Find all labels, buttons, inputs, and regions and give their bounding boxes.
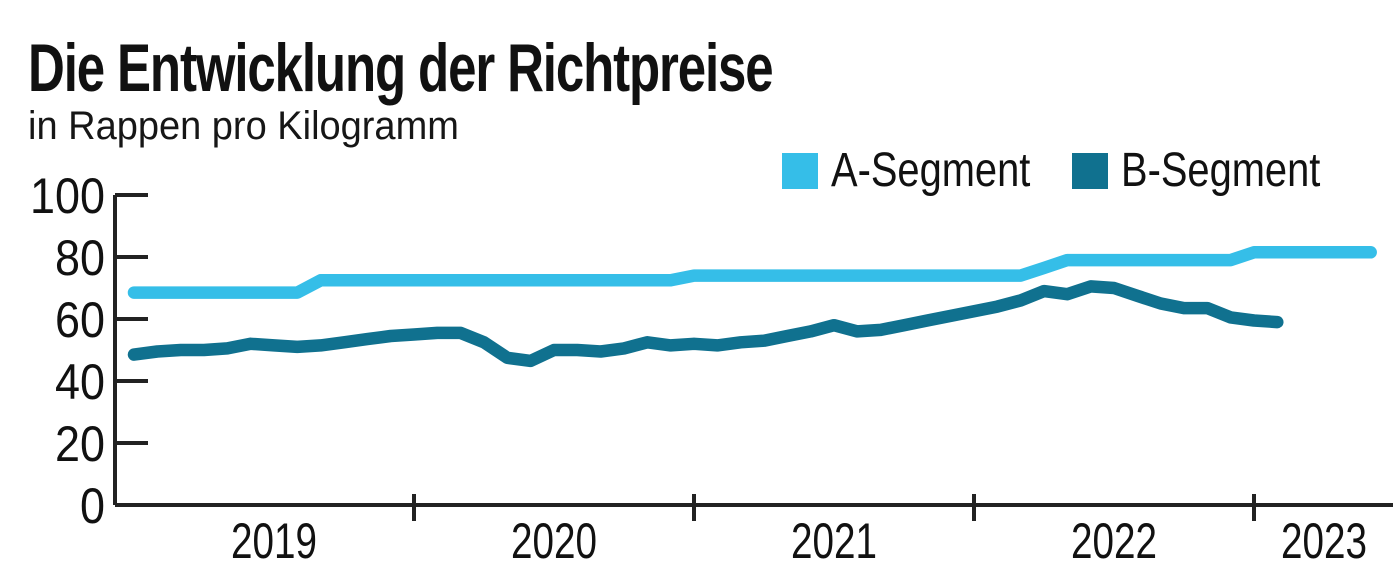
y-axis-tick-label: 60 (55, 292, 105, 348)
legend-item-b-segment: B-Segment (1072, 147, 1361, 195)
x-axis-year-label: 2019 (231, 513, 317, 569)
series-line-a-segment (127, 246, 1377, 299)
legend-swatch-b-segment (1072, 153, 1108, 189)
x-axis-year-label: 2020 (511, 513, 597, 569)
y-axis-tick-label: 20 (55, 416, 105, 472)
y-axis-tick-label: 0 (80, 478, 105, 534)
x-axis-year-label: 2023 (1281, 513, 1367, 569)
chart-title: Die Entwicklung der Richtpreise (28, 30, 774, 106)
chart-subtitle: in Rappen pro Kilogramm (28, 104, 459, 148)
series-line-b-segment (127, 280, 1284, 368)
legend-label-b-segment: B-Segment (1121, 144, 1321, 197)
y-axis-tick-label: 100 (30, 168, 105, 224)
y-axis-tick-label: 80 (55, 230, 105, 286)
legend-swatch-a-segment (782, 153, 818, 189)
legend-item-a-segment: A-Segment (782, 147, 1071, 195)
legend-label-a-segment: A-Segment (831, 144, 1031, 197)
x-axis-year-label: 2021 (791, 513, 877, 569)
x-axis-year-label: 2022 (1071, 513, 1157, 569)
y-axis-tick-label: 40 (55, 354, 105, 410)
